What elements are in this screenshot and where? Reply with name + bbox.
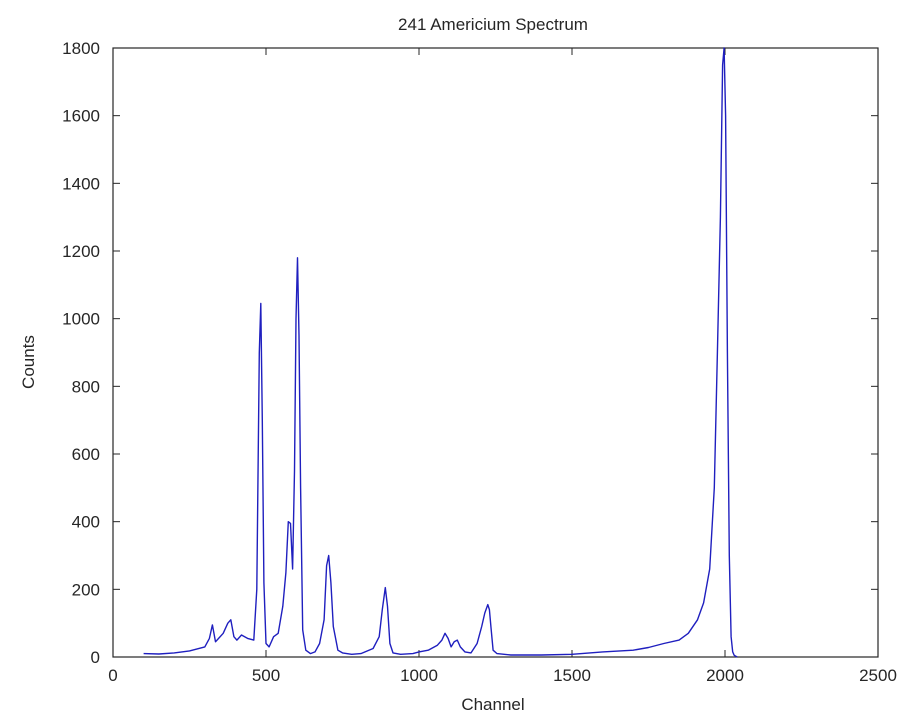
x-tick-label: 1500 (553, 666, 591, 685)
y-tick-label: 600 (72, 445, 100, 464)
x-tick-label: 2500 (859, 666, 897, 685)
chart-title: 241 Americium Spectrum (398, 15, 588, 34)
x-tick-label: 1000 (400, 666, 438, 685)
y-tick-label: 1200 (62, 242, 100, 261)
y-axis-label: Counts (19, 335, 38, 389)
y-tick-label: 200 (72, 580, 100, 599)
x-tick-label: 500 (252, 666, 280, 685)
x-axis: 0 500 1000 1500 2000 2500 (108, 48, 897, 685)
plot-area (112, 47, 879, 658)
spectrum-series-line (143, 47, 738, 658)
x-axis-label: Channel (461, 695, 524, 714)
y-axis: 0 200 400 600 800 1000 1200 1400 1600 1800 (62, 39, 878, 667)
y-tick-label: 400 (72, 513, 100, 532)
x-tick-label: 0 (108, 666, 117, 685)
y-tick-label: 1800 (62, 39, 100, 58)
y-tick-label: 1400 (62, 174, 100, 193)
y-tick-label: 1000 (62, 310, 100, 329)
y-tick-label: 1600 (62, 107, 100, 126)
x-tick-label: 2000 (706, 666, 744, 685)
y-tick-label: 800 (72, 377, 100, 396)
y-tick-label: 0 (91, 648, 100, 667)
